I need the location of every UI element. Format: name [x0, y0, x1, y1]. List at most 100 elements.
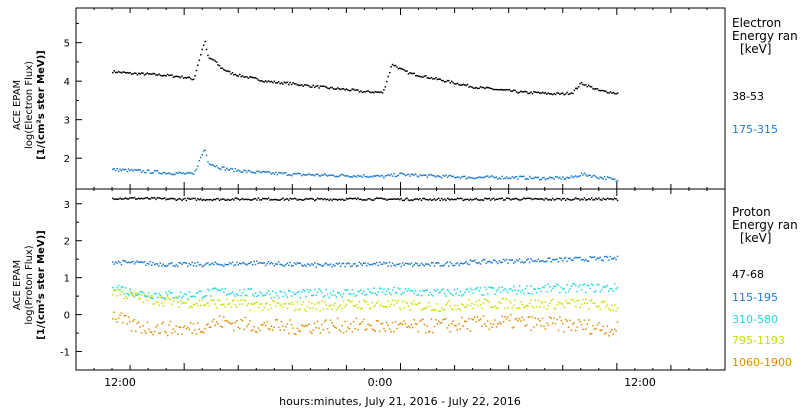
proton-point-1060-1900 [159, 332, 162, 334]
proton-point-115-195 [339, 265, 342, 267]
electron-point-175-315 [609, 176, 612, 179]
electron-point-175-315 [572, 176, 574, 179]
electron-point-38-53 [192, 78, 195, 81]
proton-point-1060-1900 [539, 320, 541, 322]
proton-point-310-580 [465, 288, 467, 291]
proton-point-47-68 [188, 198, 190, 200]
proton-point-47-68 [547, 199, 550, 201]
electron-point-175-315 [377, 174, 379, 177]
proton-point-47-68 [368, 197, 371, 200]
proton-point-795-1193 [435, 309, 437, 311]
proton-point-47-68 [567, 198, 570, 201]
electron-point-175-315 [325, 174, 327, 176]
proton-point-47-68 [316, 197, 319, 200]
proton-point-1060-1900 [378, 330, 381, 332]
proton-point-310-580 [280, 291, 283, 293]
electron-point-175-315 [231, 168, 234, 170]
proton-point-310-580 [162, 297, 164, 299]
proton-point-47-68 [560, 199, 563, 201]
proton-point-795-1193 [396, 302, 398, 304]
proton-point-795-1193 [524, 305, 526, 308]
proton-point-310-580 [360, 289, 362, 291]
electron-point-175-315 [324, 173, 326, 175]
proton-point-115-195 [497, 262, 499, 265]
proton-point-115-195 [380, 263, 382, 266]
proton-point-47-68 [253, 198, 255, 200]
proton-point-115-195 [433, 265, 436, 267]
proton-point-115-195 [228, 261, 231, 264]
proton-point-1060-1900 [596, 324, 599, 326]
proton-point-795-1193 [521, 303, 524, 306]
electron-point-38-53 [295, 83, 297, 85]
proton-point-115-195 [609, 255, 612, 258]
proton-point-1060-1900 [321, 323, 323, 326]
electron-point-38-53 [566, 91, 568, 94]
proton-point-310-580 [549, 286, 551, 288]
proton-point-795-1193 [553, 307, 555, 310]
proton-point-795-1193 [468, 299, 470, 301]
proton-point-47-68 [549, 198, 551, 201]
proton-point-1060-1900 [376, 320, 378, 322]
electron-point-38-53 [305, 84, 307, 86]
electron-point-38-53 [223, 68, 225, 71]
proton-point-47-68 [334, 198, 336, 201]
electron-point-38-53 [569, 93, 571, 95]
proton-point-310-580 [378, 287, 381, 289]
proton-point-47-68 [315, 198, 317, 201]
proton-point-795-1193 [130, 293, 133, 296]
electron-point-38-53 [391, 63, 394, 66]
electron-ylabel-line3: [1/(cm²s ster MeV)] [36, 50, 47, 159]
electron-point-38-53 [156, 74, 159, 76]
electron-point-38-53 [520, 90, 522, 92]
proton-point-47-68 [358, 198, 361, 201]
electron-point-175-315 [221, 166, 224, 168]
proton-point-1060-1900 [191, 332, 193, 334]
proton-point-115-195 [292, 265, 294, 267]
proton-point-795-1193 [472, 307, 475, 309]
proton-point-115-195 [116, 262, 118, 264]
proton-point-1060-1900 [422, 318, 424, 320]
electron-point-38-53 [616, 92, 619, 94]
electron-point-38-53 [357, 89, 359, 91]
electron-point-38-53 [413, 72, 415, 75]
proton-point-47-68 [165, 198, 167, 201]
proton-point-47-68 [551, 197, 554, 200]
electron-point-38-53 [314, 86, 316, 89]
electron-point-175-315 [423, 174, 426, 176]
proton-point-115-195 [432, 261, 434, 264]
electron-point-175-315 [348, 176, 351, 178]
proton-point-795-1193 [360, 308, 362, 310]
proton-point-47-68 [344, 199, 346, 201]
proton-point-310-580 [588, 284, 590, 287]
proton-point-1060-1900 [410, 323, 413, 326]
proton-point-47-68 [397, 198, 400, 200]
proton-point-795-1193 [371, 301, 374, 304]
proton-point-47-68 [495, 198, 498, 200]
electron-point-175-315 [554, 176, 557, 178]
electron-point-175-315 [404, 174, 407, 177]
electron-point-175-315 [602, 178, 604, 180]
proton-point-795-1193 [504, 307, 506, 310]
proton-point-795-1193 [301, 303, 303, 306]
proton-point-310-580 [451, 293, 453, 295]
proton-legend-795-1193: 795-1193 [732, 334, 785, 347]
electron-point-38-53 [417, 75, 420, 77]
proton-point-310-580 [371, 292, 374, 294]
proton-point-310-580 [153, 293, 156, 295]
electron-point-175-315 [355, 176, 358, 178]
proton-point-115-195 [612, 257, 614, 260]
proton-point-115-195 [135, 261, 137, 263]
proton-point-47-68 [521, 198, 524, 200]
proton-point-310-580 [241, 292, 244, 294]
electron-point-38-53 [560, 92, 563, 95]
electron-point-38-53 [364, 91, 366, 93]
electron-point-175-315 [583, 172, 586, 174]
proton-point-47-68 [410, 199, 413, 201]
proton-point-115-195 [390, 265, 392, 267]
proton-point-1060-1900 [585, 328, 587, 330]
proton-point-47-68 [426, 198, 428, 201]
proton-point-47-68 [220, 198, 222, 201]
proton-point-795-1193 [527, 305, 529, 307]
electron-point-175-315 [113, 168, 115, 170]
